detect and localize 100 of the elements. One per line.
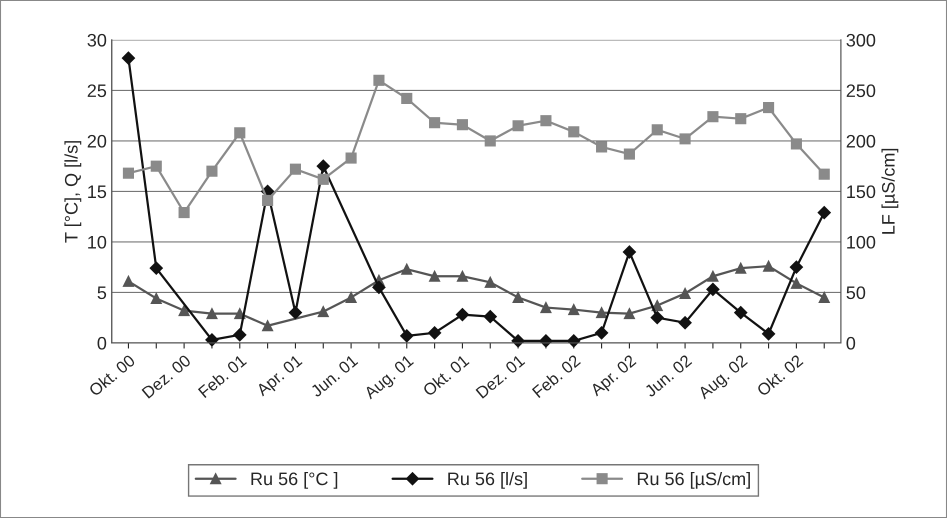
legend-label: Ru 56 [l/s] (448, 472, 527, 489)
point (150, 292, 162, 304)
point (234, 127, 246, 138)
y2-tick-label: 150 (847, 185, 876, 198)
point (122, 51, 136, 65)
x-tick-label: Feb. 02 (532, 354, 581, 398)
point (512, 334, 525, 348)
point (150, 160, 162, 172)
y-tick-label: 30 (87, 34, 106, 47)
x-tick-label: Aug. 02 (697, 354, 750, 402)
point (763, 260, 774, 272)
x-tick-label: Apr. 02 (589, 354, 639, 400)
x-tick-label: Apr. 01 (255, 354, 305, 400)
point (539, 334, 553, 348)
point (652, 300, 663, 312)
point (484, 310, 497, 324)
point (318, 174, 329, 185)
point (790, 278, 802, 289)
x-tick-label: Okt. 00 (88, 354, 136, 397)
point (288, 306, 302, 320)
point (650, 311, 664, 324)
point (540, 115, 552, 126)
point (680, 288, 691, 299)
point (512, 120, 524, 132)
x-tick-label: Dez. 00 (141, 354, 192, 399)
point (622, 245, 636, 259)
point (316, 160, 330, 173)
x-tick-label: Okt. 02 (756, 354, 804, 397)
point (567, 334, 580, 348)
point (596, 141, 608, 153)
point (206, 166, 218, 177)
y-tick-label: 15 (88, 186, 106, 198)
y2-tick-label: 200 (846, 134, 876, 148)
point (596, 307, 608, 318)
point (568, 304, 580, 316)
point (680, 133, 691, 144)
y-tick-label: 25 (88, 84, 106, 98)
point (512, 292, 524, 304)
point (762, 327, 776, 340)
point (652, 124, 663, 136)
legend-label: Ru 56 [µS/cm] (638, 472, 750, 489)
point (262, 320, 274, 332)
point (707, 270, 718, 282)
y2-axis-title: LF [µS/cm] (881, 148, 898, 234)
point (678, 316, 692, 330)
point (429, 117, 440, 128)
x-tick-label: Feb. 01 (198, 354, 248, 398)
point (318, 306, 329, 318)
x-tick-label: Jun. 02 (644, 354, 692, 398)
y2-tick-label: 50 (846, 286, 866, 300)
point (456, 308, 470, 322)
point (735, 262, 746, 274)
point (205, 333, 219, 346)
y-tick-label: 10 (88, 236, 106, 249)
point (346, 292, 357, 304)
point (763, 102, 774, 114)
point (122, 168, 134, 179)
point (456, 119, 468, 130)
y-tick-label: 5 (98, 286, 106, 300)
y2-tick-label: 100 (847, 236, 876, 249)
point (484, 276, 496, 288)
y2-tick-label: 0 (846, 336, 856, 350)
point (429, 270, 440, 282)
y2-tick-label: 250 (846, 84, 876, 98)
point (206, 308, 218, 320)
point (178, 207, 190, 218)
point (262, 194, 274, 206)
x-tick-label: Aug. 01 (363, 354, 416, 402)
y-tick-label: 20 (88, 134, 106, 148)
point (707, 111, 718, 122)
point (178, 305, 190, 316)
legend-label: Ru 56 [°C ] (251, 472, 338, 489)
y-tick-label: 0 (98, 336, 106, 350)
point (428, 326, 442, 340)
point (594, 326, 608, 340)
point (818, 292, 830, 304)
point (346, 152, 357, 164)
y-axis-title: T [°C], Q [l/s] (64, 141, 82, 243)
point (540, 302, 552, 314)
point (818, 206, 831, 220)
point (150, 262, 163, 275)
point (568, 126, 580, 138)
point (790, 138, 802, 150)
y2-tick-label: 300 (846, 34, 876, 47)
point (624, 308, 635, 320)
point (400, 329, 414, 342)
point (373, 74, 384, 86)
point (624, 148, 635, 160)
point (734, 306, 748, 320)
point (233, 328, 246, 342)
point (818, 168, 830, 180)
point (484, 135, 496, 146)
point (372, 280, 386, 294)
point (290, 164, 301, 175)
x-tick-label: Jun. 01 (310, 354, 358, 398)
point (122, 276, 134, 287)
point (790, 260, 803, 274)
x-tick-label: Dez. 01 (475, 354, 526, 399)
x-tick-label: Okt. 01 (422, 354, 470, 397)
point (401, 264, 412, 275)
